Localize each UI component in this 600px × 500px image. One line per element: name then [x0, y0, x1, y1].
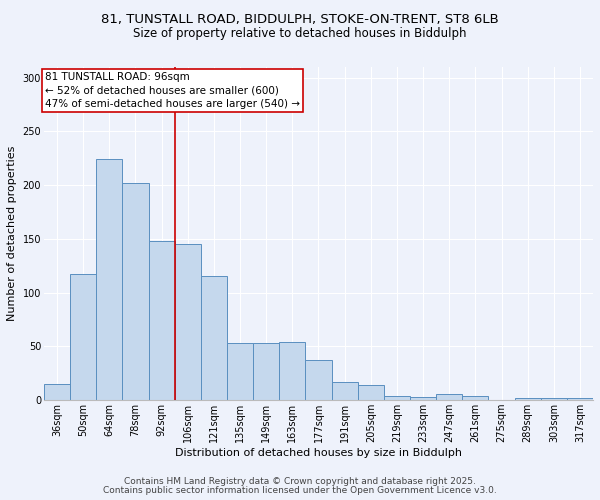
Bar — [253, 343, 279, 400]
Bar — [279, 342, 305, 400]
Bar — [332, 382, 358, 400]
Text: Contains HM Land Registry data © Crown copyright and database right 2025.: Contains HM Land Registry data © Crown c… — [124, 477, 476, 486]
Bar — [567, 398, 593, 400]
Bar — [305, 360, 332, 400]
Bar — [436, 394, 463, 400]
Bar — [96, 160, 122, 400]
Bar — [384, 396, 410, 400]
Bar — [410, 397, 436, 400]
Text: Contains public sector information licensed under the Open Government Licence v3: Contains public sector information licen… — [103, 486, 497, 495]
Bar — [541, 398, 567, 400]
Bar — [44, 384, 70, 400]
Bar — [175, 244, 201, 400]
Bar — [515, 398, 541, 400]
Bar — [358, 385, 384, 400]
Bar — [463, 396, 488, 400]
Text: 81 TUNSTALL ROAD: 96sqm
← 52% of detached houses are smaller (600)
47% of semi-d: 81 TUNSTALL ROAD: 96sqm ← 52% of detache… — [45, 72, 300, 108]
Text: Size of property relative to detached houses in Biddulph: Size of property relative to detached ho… — [133, 28, 467, 40]
X-axis label: Distribution of detached houses by size in Biddulph: Distribution of detached houses by size … — [175, 448, 462, 458]
Bar — [122, 183, 149, 400]
Bar — [149, 241, 175, 400]
Y-axis label: Number of detached properties: Number of detached properties — [7, 146, 17, 322]
Bar — [227, 343, 253, 400]
Text: 81, TUNSTALL ROAD, BIDDULPH, STOKE-ON-TRENT, ST8 6LB: 81, TUNSTALL ROAD, BIDDULPH, STOKE-ON-TR… — [101, 12, 499, 26]
Bar — [201, 276, 227, 400]
Bar — [70, 274, 96, 400]
